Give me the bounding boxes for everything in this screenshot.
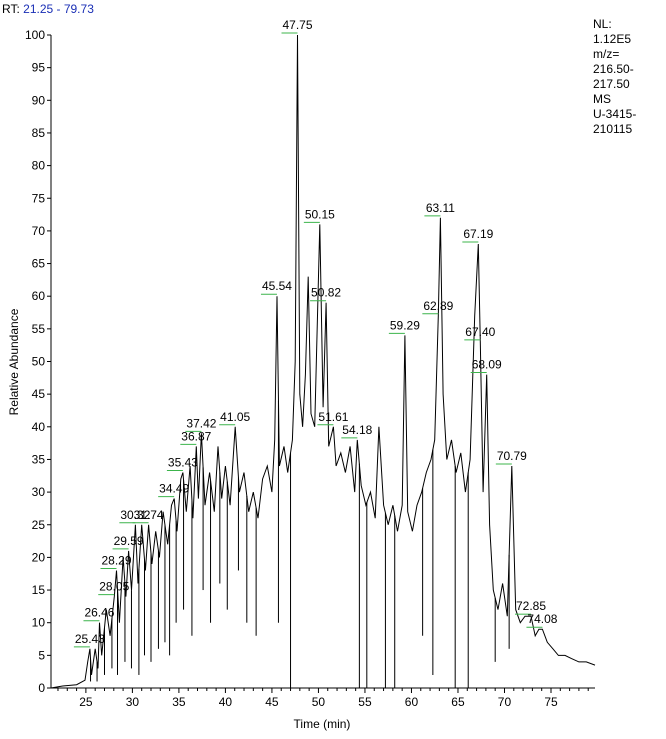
peak-label: 67.19 — [463, 227, 493, 241]
y-axis-label: Relative Abundance — [7, 308, 21, 415]
x-tick-label: 65 — [451, 695, 465, 709]
peak-label: 29.59 — [114, 534, 144, 548]
chromatogram-trace — [50, 34, 596, 689]
y-tick-label: 10 — [32, 616, 46, 630]
y-tick-label: 80 — [32, 159, 46, 173]
peak-label: 63.11 — [426, 201, 455, 215]
nl-label: NL: — [593, 17, 612, 31]
y-tick-label: 5 — [38, 648, 45, 662]
peak-label: 50.15 — [305, 207, 335, 221]
peak-label: 28.29 — [101, 553, 131, 567]
y-tick-label: 75 — [32, 191, 46, 205]
x-tick-label: 50 — [312, 695, 326, 709]
peak-label: 28.05 — [99, 580, 129, 594]
peak-label: 51.61 — [318, 410, 348, 424]
y-tick-label: 25 — [32, 518, 46, 532]
x-tick-label: 75 — [544, 695, 558, 709]
peak-label: 26.46 — [84, 606, 114, 620]
y-tick-label: 70 — [32, 224, 46, 238]
sample-id-line2: 210115 — [593, 122, 633, 136]
scan-type: MS — [593, 92, 611, 106]
y-tick-label: 30 — [32, 485, 46, 499]
y-tick-label: 20 — [32, 550, 46, 564]
peak-label: 30.32 — [120, 508, 150, 522]
peak-label: 54.18 — [342, 423, 372, 437]
y-tick-label: 50 — [32, 355, 46, 369]
y-tick-label: 90 — [32, 93, 46, 107]
peak-label: 37.42 — [186, 416, 216, 430]
peak-label: 47.75 — [282, 18, 312, 32]
peak-label: 50.82 — [311, 286, 341, 300]
y-tick-label: 95 — [32, 61, 46, 75]
mz-label: m/z= — [593, 47, 620, 61]
y-tick-label: 45 — [32, 387, 46, 401]
peak-label: 35.43 — [168, 456, 198, 470]
peak-label: 68.09 — [472, 358, 502, 372]
peak-label: 41.05 — [220, 410, 250, 424]
peak-label: 36.87 — [181, 429, 211, 443]
y-tick-label: 65 — [32, 257, 46, 271]
y-tick-label: 15 — [32, 583, 46, 597]
mz-range-line2: 217.50 — [593, 77, 630, 91]
x-tick-label: 35 — [172, 695, 186, 709]
peak-label: 72.85 — [516, 599, 546, 613]
retention-time-range: RT: 21.25 - 79.73 — [2, 2, 94, 16]
chart-axes: 0 5 10 15 20 25 30 35 40 45 50 55 60 65 70 75 80 85 90 95 10… — [25, 28, 595, 709]
y-tick-label: 35 — [32, 452, 46, 466]
peak-label: 74.08 — [527, 612, 557, 626]
peak-label: 67.40 — [465, 325, 495, 339]
x-tick-label: 60 — [405, 695, 419, 709]
peak-label: 25.43 — [75, 632, 105, 646]
y-tick-label: 0 — [38, 681, 45, 695]
rt-label: RT: — [2, 2, 20, 16]
y-tick-label: 55 — [32, 322, 46, 336]
peak-label: 70.79 — [497, 449, 527, 463]
y-tick-label: 85 — [32, 126, 46, 140]
mz-range-line1: 216.50- — [593, 62, 634, 76]
rt-range-value: 21.25 - 79.73 — [23, 2, 94, 16]
y-tick-label: 40 — [32, 420, 46, 434]
peak-label: 34.49 — [159, 482, 189, 496]
trace-line — [50, 34, 596, 689]
sample-id-line1: U-3415- — [593, 107, 637, 121]
x-tick-label: 25 — [79, 695, 93, 709]
peak-label: 59.29 — [390, 318, 420, 332]
peak-label: 31.74 — [134, 508, 164, 522]
peak-label: 45.54 — [262, 279, 292, 293]
x-tick-label: 40 — [219, 695, 233, 709]
x-tick-label: 70 — [498, 695, 512, 709]
peak-label: 62.89 — [423, 299, 453, 313]
nl-value: 1.12E5 — [593, 32, 632, 46]
x-axis-label: Time (min) — [294, 717, 351, 731]
y-tick-label: 60 — [32, 289, 46, 303]
y-tick-label: 100 — [25, 28, 45, 42]
x-tick-label: 30 — [126, 695, 140, 709]
x-tick-label: 45 — [265, 695, 279, 709]
x-tick-label: 55 — [358, 695, 372, 709]
scan-info-panel: NL: 1.12E5 m/z= 216.50- 217.50 MS U-3415… — [593, 17, 636, 137]
